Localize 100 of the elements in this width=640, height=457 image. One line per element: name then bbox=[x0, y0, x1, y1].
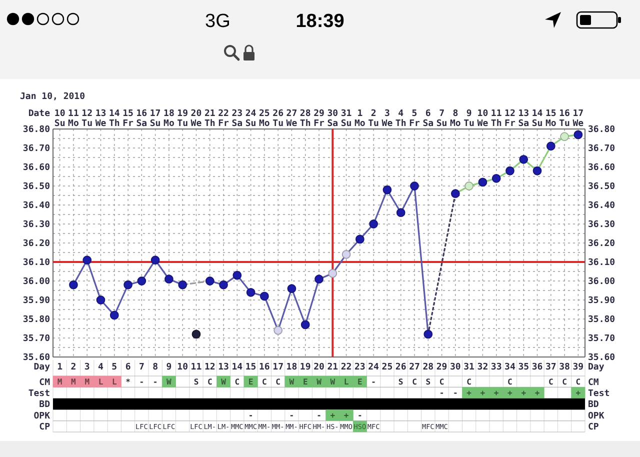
x2-axis-title: Date bbox=[28, 109, 51, 119]
text: 3G bbox=[205, 11, 230, 32]
x2-tick-label: 16 Tu bbox=[559, 109, 570, 129]
text: C bbox=[548, 377, 554, 386]
x-tick-label: 34 bbox=[504, 362, 516, 372]
x2-tick-label: 25 Mo bbox=[259, 109, 270, 129]
x-tick-label: 8 bbox=[152, 362, 158, 372]
point bbox=[178, 280, 188, 290]
y-tick-label: 35.60 bbox=[22, 352, 50, 363]
text: + bbox=[508, 388, 512, 398]
point bbox=[260, 292, 269, 301]
x-tick-label: 14 bbox=[232, 362, 244, 372]
point bbox=[506, 166, 514, 176]
y2-tick-label: 36.80 bbox=[588, 124, 616, 135]
x-tick-label: 9 bbox=[166, 362, 172, 372]
x2-tick-label: 1 Mo bbox=[354, 109, 366, 129]
x2-tick-label: 4 Th bbox=[395, 109, 406, 129]
text: M bbox=[84, 377, 90, 386]
text: W bbox=[316, 377, 322, 386]
y2-tick-label: 36.60 bbox=[588, 162, 616, 173]
point bbox=[464, 182, 474, 190]
x2-tick-label: 7 Su bbox=[436, 109, 448, 129]
text: L bbox=[112, 377, 117, 386]
text: + bbox=[576, 388, 581, 398]
text: L bbox=[98, 377, 104, 386]
text: - bbox=[248, 411, 254, 420]
x-tick-label: 35 bbox=[518, 362, 530, 372]
x-tick-label: 16 bbox=[259, 362, 270, 372]
text: C bbox=[262, 377, 267, 386]
point bbox=[287, 284, 296, 294]
x2-tick-label: 10 Su bbox=[54, 109, 66, 129]
text: - bbox=[439, 388, 444, 398]
y-tick-label: 36.50 bbox=[22, 182, 50, 192]
category-label: BD bbox=[588, 400, 599, 410]
text: E bbox=[358, 377, 362, 386]
x2-tick-label: 22 Fr bbox=[218, 109, 230, 129]
category-label: BD bbox=[39, 400, 50, 410]
category-label: Test bbox=[588, 388, 610, 399]
x-tick-label: 38 bbox=[559, 362, 570, 372]
y2-tick-label: 36.20 bbox=[588, 238, 616, 249]
point bbox=[137, 276, 146, 286]
text: C bbox=[466, 377, 472, 386]
text: W bbox=[166, 377, 172, 386]
y2-tick-label: 35.80 bbox=[588, 314, 616, 325]
point bbox=[164, 274, 174, 284]
y-tick-label: 35.90 bbox=[22, 296, 50, 306]
point bbox=[192, 330, 201, 339]
x2-tick-label: 15 Mo bbox=[545, 109, 556, 129]
text: + bbox=[344, 411, 349, 420]
category-label: CM bbox=[588, 378, 599, 388]
x2-tick-label: 30 Sa bbox=[327, 109, 338, 129]
text: + bbox=[521, 388, 526, 398]
x-tick-label: 11 bbox=[190, 362, 202, 372]
y2-tick-label: 36.50 bbox=[588, 182, 616, 192]
x-tick-label: 30 bbox=[450, 362, 461, 372]
x-tick-label: 23 bbox=[354, 362, 366, 372]
text: - bbox=[139, 377, 144, 386]
y-tick-label: 36.70 bbox=[22, 144, 50, 154]
x-tick-label: 17 bbox=[272, 362, 284, 372]
x-tick-label: 24 bbox=[368, 362, 380, 372]
y2-tick-label: 36.40 bbox=[588, 200, 616, 211]
text: C bbox=[508, 377, 512, 386]
text: + bbox=[466, 388, 472, 398]
y-tick-label: 36.60 bbox=[22, 162, 50, 173]
x2-tick-label: 29 Fr bbox=[314, 109, 325, 129]
x2-tick-label: 20 We bbox=[190, 109, 202, 129]
y2-tick-label: 36.00 bbox=[588, 276, 616, 287]
category-label: CM bbox=[39, 378, 50, 388]
chart-title: Jan 10, 2010 bbox=[20, 92, 86, 102]
point bbox=[574, 130, 583, 140]
category-label: OPK bbox=[34, 411, 50, 422]
text: L bbox=[344, 377, 349, 386]
x-tick-label: 15 bbox=[245, 362, 256, 372]
x-tick-label: 37 bbox=[545, 362, 556, 372]
x2-tick-label: 14 Th bbox=[108, 109, 120, 129]
y-tick-label: 36.80 bbox=[22, 124, 50, 135]
point bbox=[232, 270, 242, 280]
y-tick-label: 36.30 bbox=[22, 220, 50, 230]
y-tick-label: 35.80 bbox=[22, 314, 50, 325]
x2-tick-label: 27 We bbox=[286, 109, 298, 129]
x2-tick-label: 15 Fr bbox=[122, 109, 134, 129]
x2-tick-label: 6 Sa bbox=[422, 109, 434, 129]
x-tick-label: 5 bbox=[112, 362, 118, 372]
category-label: OPK bbox=[588, 411, 604, 422]
y2-tick-label: 35.70 bbox=[588, 334, 616, 344]
text: S bbox=[426, 377, 431, 386]
point bbox=[532, 166, 542, 176]
point bbox=[205, 276, 214, 286]
text: - bbox=[316, 411, 322, 420]
point bbox=[246, 288, 256, 297]
y2-tick-label: 36.30 bbox=[588, 220, 616, 230]
x2-tick-label: 17 Su bbox=[150, 109, 161, 129]
point bbox=[328, 268, 338, 278]
x-tick-label: 28 bbox=[422, 362, 434, 372]
x-tick-label: 18 bbox=[286, 362, 298, 372]
x2-tick-label: 3 We bbox=[382, 109, 394, 129]
text: - bbox=[358, 411, 362, 420]
point bbox=[314, 274, 324, 284]
x2-tick-label: 23 Sa bbox=[232, 109, 243, 129]
text: C bbox=[412, 377, 417, 386]
